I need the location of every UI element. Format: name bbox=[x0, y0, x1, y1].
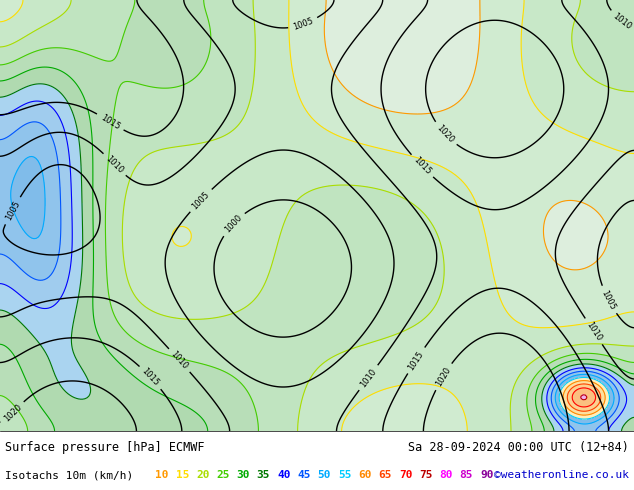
Text: 1020: 1020 bbox=[2, 402, 23, 423]
Text: 55: 55 bbox=[338, 470, 351, 480]
Text: 45: 45 bbox=[297, 470, 311, 480]
Text: 20: 20 bbox=[196, 470, 209, 480]
Text: 40: 40 bbox=[277, 470, 290, 480]
Text: 1005: 1005 bbox=[4, 199, 22, 222]
Text: 85: 85 bbox=[460, 470, 473, 480]
Text: ©weatheronline.co.uk: ©weatheronline.co.uk bbox=[494, 470, 629, 480]
Text: 1005: 1005 bbox=[600, 289, 618, 311]
Text: 1020: 1020 bbox=[435, 123, 456, 145]
Text: Surface pressure [hPa] ECMWF: Surface pressure [hPa] ECMWF bbox=[5, 441, 205, 454]
Text: 60: 60 bbox=[358, 470, 372, 480]
Text: Sa 28-09-2024 00:00 UTC (12+84): Sa 28-09-2024 00:00 UTC (12+84) bbox=[408, 441, 629, 454]
Text: 80: 80 bbox=[439, 470, 453, 480]
Text: 1010: 1010 bbox=[584, 320, 603, 343]
Text: 1010: 1010 bbox=[611, 12, 633, 32]
Text: 1010: 1010 bbox=[359, 367, 378, 389]
Text: 10: 10 bbox=[155, 470, 169, 480]
Text: 1005: 1005 bbox=[190, 190, 211, 211]
Text: 75: 75 bbox=[419, 470, 432, 480]
Text: 1015: 1015 bbox=[140, 367, 161, 388]
Text: Isotachs 10m (km/h): Isotachs 10m (km/h) bbox=[5, 470, 133, 480]
Text: 1015: 1015 bbox=[99, 113, 122, 131]
Text: 30: 30 bbox=[236, 470, 250, 480]
Text: 1020: 1020 bbox=[434, 365, 453, 388]
Text: 15: 15 bbox=[176, 470, 189, 480]
Text: 1010: 1010 bbox=[104, 154, 125, 175]
Text: 1000: 1000 bbox=[223, 213, 243, 235]
Text: 65: 65 bbox=[378, 470, 392, 480]
Text: 25: 25 bbox=[216, 470, 230, 480]
Text: 1005: 1005 bbox=[292, 17, 314, 32]
Text: 1015: 1015 bbox=[406, 349, 425, 371]
Text: 90: 90 bbox=[480, 470, 493, 480]
Text: 1010: 1010 bbox=[169, 349, 190, 371]
Text: 50: 50 bbox=[318, 470, 331, 480]
Text: 1015: 1015 bbox=[411, 155, 432, 177]
Text: 35: 35 bbox=[257, 470, 270, 480]
Text: 70: 70 bbox=[399, 470, 412, 480]
